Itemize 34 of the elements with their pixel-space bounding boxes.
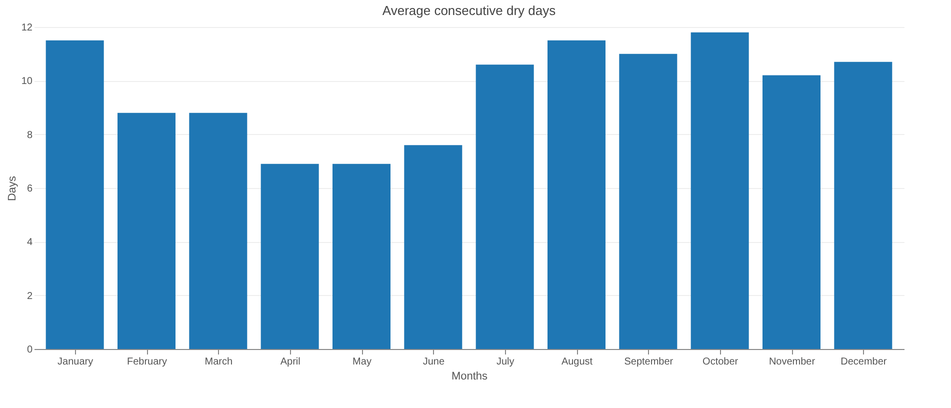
bar [619,54,678,349]
y-tick-label: 4 [26,237,33,248]
x-tick-label: June [422,356,445,368]
bar [476,64,534,349]
bar [690,32,749,349]
x-tick-label: July [496,356,514,368]
y-axis-title: Days [6,175,18,202]
x-tick-label: February [126,356,168,368]
bar [548,40,606,349]
bar [189,112,248,349]
x-axis-title: Months [451,370,488,382]
y-tick-label: 12 [21,22,33,34]
x-tick-label: November [768,356,816,368]
x-tick-label: December [840,356,888,368]
x-tick-label: October [702,356,739,368]
chart-title: Average consecutive dry days [382,3,556,18]
bar [404,145,462,349]
bar [118,112,176,349]
x-tick-label: March [204,356,233,368]
bar [46,40,104,349]
x-tick-label: May [352,356,372,368]
bar [762,75,820,349]
x-tick-label: April [280,356,300,368]
y-tick-label: 6 [26,184,33,194]
bar [260,164,319,349]
y-tick-label: 0 [26,344,33,356]
bar [332,164,390,349]
x-tick-label: September [624,356,674,368]
y-tick-label: 10 [21,76,33,88]
y-tick-label: 8 [26,130,33,141]
bar [834,62,892,349]
x-tick-label: August [561,356,593,368]
x-tick-label: January [58,356,94,368]
y-tick-label: 2 [26,290,33,302]
